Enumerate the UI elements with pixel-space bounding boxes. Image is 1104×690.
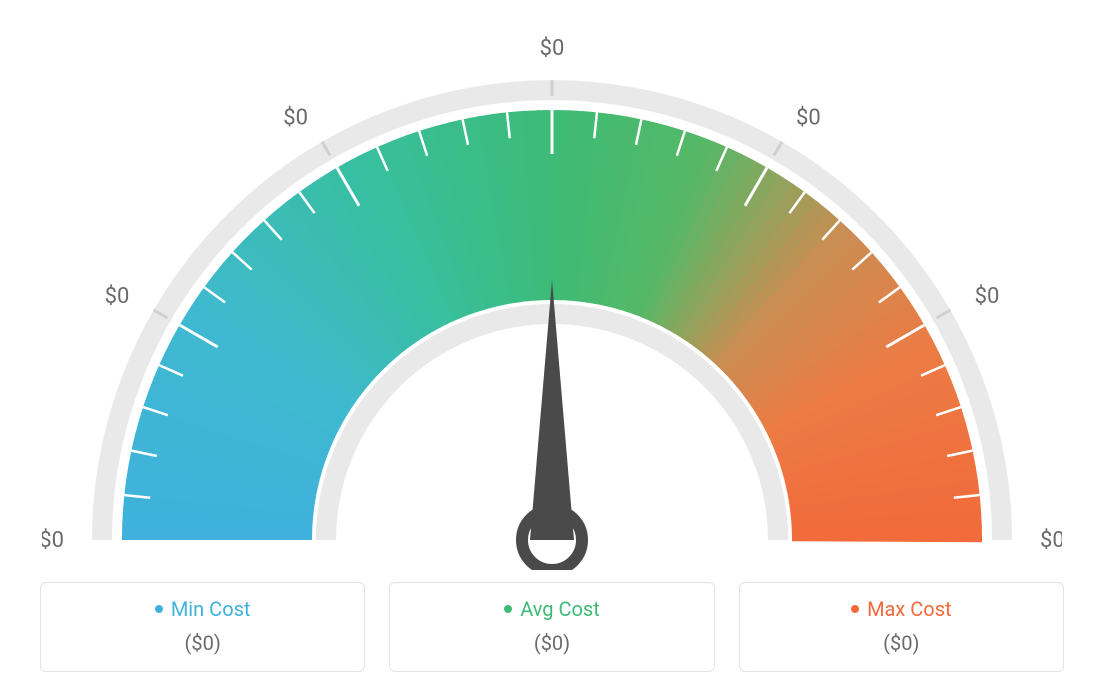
legend-value-min: ($0) xyxy=(41,631,364,655)
legend-dot-max xyxy=(851,605,859,613)
legend-title-max: Max Cost xyxy=(851,597,952,621)
gauge-svg: $0 $0 $0 $0 $0 $0 $0 xyxy=(42,10,1062,570)
legend-card-avg: Avg Cost ($0) xyxy=(389,582,714,672)
gauge-tick-label: $0 xyxy=(975,284,1000,309)
gauge-tick-label: $0 xyxy=(1040,528,1062,553)
gauge-cost-chart: $0 $0 $0 $0 $0 $0 $0 Min Cost ($0) Avg Cost ($… xyxy=(0,0,1104,690)
gauge-tick-label: $0 xyxy=(105,284,130,309)
gauge-tick-label: $0 xyxy=(796,105,821,130)
legend-title-avg: Avg Cost xyxy=(504,597,600,621)
legend-value-max: ($0) xyxy=(740,631,1063,655)
legend-dot-min xyxy=(155,605,163,613)
legend-label-max: Max Cost xyxy=(867,597,952,621)
gauge-tick-label: $0 xyxy=(42,528,64,553)
legend-card-min: Min Cost ($0) xyxy=(40,582,365,672)
legend-card-max: Max Cost ($0) xyxy=(739,582,1064,672)
legend-row: Min Cost ($0) Avg Cost ($0) Max Cost ($0… xyxy=(40,582,1064,672)
gauge-tick-label: $0 xyxy=(283,105,308,130)
legend-title-min: Min Cost xyxy=(155,597,251,621)
legend-value-avg: ($0) xyxy=(390,631,713,655)
gauge-area: $0 $0 $0 $0 $0 $0 $0 xyxy=(42,10,1062,570)
gauge-tick-label: $0 xyxy=(540,36,565,61)
legend-label-min: Min Cost xyxy=(171,597,251,621)
legend-dot-avg xyxy=(504,605,512,613)
legend-label-avg: Avg Cost xyxy=(520,597,600,621)
